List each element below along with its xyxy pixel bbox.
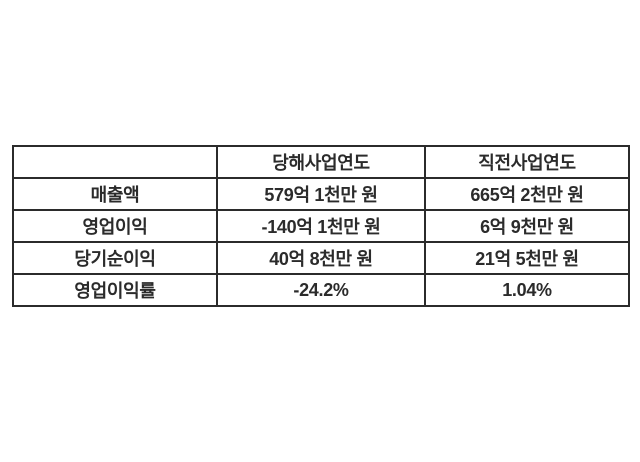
cell-revenue-current: 579억 1천만 원: [216, 177, 426, 211]
table-row-operating-profit: 영업이익 -140억 1천만 원 6억 9천만 원: [12, 209, 630, 243]
table-header-row: 당해사업연도 직전사업연도: [12, 145, 630, 179]
cell-operating-margin-current: -24.2%: [216, 273, 426, 307]
cell-net-income-current: 40억 8천만 원: [216, 241, 426, 275]
cell-operating-profit-previous: 6억 9천만 원: [424, 209, 630, 243]
col-header-empty: [12, 145, 218, 179]
row-label-operating-margin: 영업이익률: [12, 273, 218, 307]
table-row-net-income: 당기순이익 40억 8천만 원 21억 5천만 원: [12, 241, 630, 275]
financial-summary-table: 당해사업연도 직전사업연도 매출액 579억 1천만 원 665억 2천만 원 …: [12, 145, 630, 307]
col-header-previous-fiscal-year: 직전사업연도: [424, 145, 630, 179]
col-header-current-fiscal-year: 당해사업연도: [216, 145, 426, 179]
financial-summary-table-container: 당해사업연도 직전사업연도 매출액 579억 1천만 원 665억 2천만 원 …: [12, 145, 630, 307]
cell-operating-margin-previous: 1.04%: [424, 273, 630, 307]
row-label-revenue: 매출액: [12, 177, 218, 211]
cell-operating-profit-current: -140억 1천만 원: [216, 209, 426, 243]
table-row-operating-margin: 영업이익률 -24.2% 1.04%: [12, 273, 630, 307]
cell-revenue-previous: 665억 2천만 원: [424, 177, 630, 211]
row-label-net-income: 당기순이익: [12, 241, 218, 275]
table-row-revenue: 매출액 579억 1천만 원 665억 2천만 원: [12, 177, 630, 211]
row-label-operating-profit: 영업이익: [12, 209, 218, 243]
cell-net-income-previous: 21억 5천만 원: [424, 241, 630, 275]
